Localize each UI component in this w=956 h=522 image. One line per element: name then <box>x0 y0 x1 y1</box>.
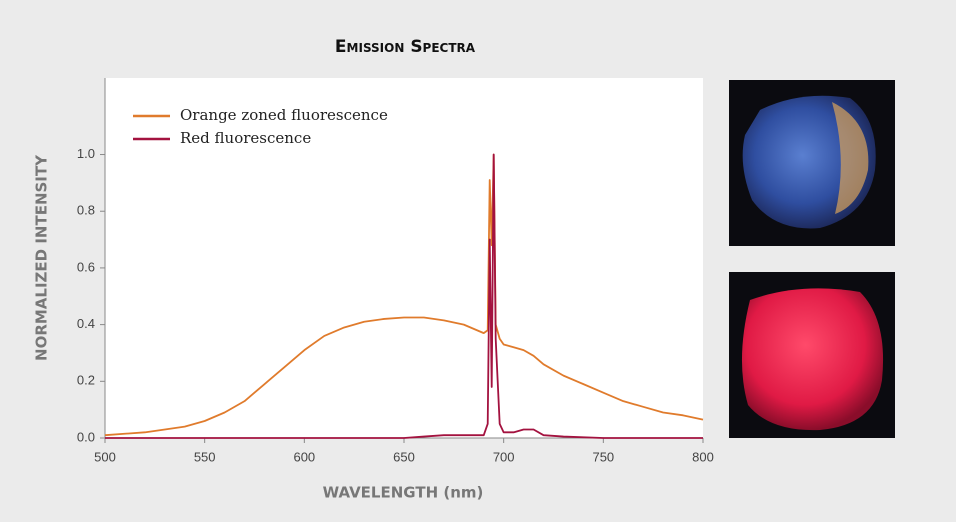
legend-label: Orange zoned fluorescence <box>180 106 388 124</box>
x-tick-label: 650 <box>393 449 415 464</box>
plot-area <box>105 78 703 438</box>
y-tick-label: 0.8 <box>77 203 95 218</box>
x-tick-label: 550 <box>194 449 216 464</box>
chart-title: Emission Spectra <box>335 37 476 57</box>
gem-red <box>741 288 884 431</box>
x-tick-label: 750 <box>592 449 614 464</box>
y-tick-label: 0.2 <box>77 373 95 388</box>
x-tick-label: 500 <box>94 449 116 464</box>
y-tick-label: 0.4 <box>77 316 95 331</box>
y-tick-label: 1.0 <box>77 146 95 161</box>
y-axis-label: NORMALIZED INTENSITY <box>33 154 51 361</box>
y-tick-label: 0.0 <box>77 429 95 444</box>
y-tick-label: 0.6 <box>77 259 95 274</box>
series-line <box>104 153 704 437</box>
x-tick-label: 700 <box>493 449 515 464</box>
legend-label: Red fluorescence <box>180 129 311 147</box>
x-tick-label: 600 <box>293 449 315 464</box>
gem-orange-zone <box>832 102 869 214</box>
series-line <box>105 153 703 439</box>
x-tick-label: 800 <box>692 449 714 464</box>
x-axis-label: WAVELENGTH (nm) <box>323 484 484 502</box>
